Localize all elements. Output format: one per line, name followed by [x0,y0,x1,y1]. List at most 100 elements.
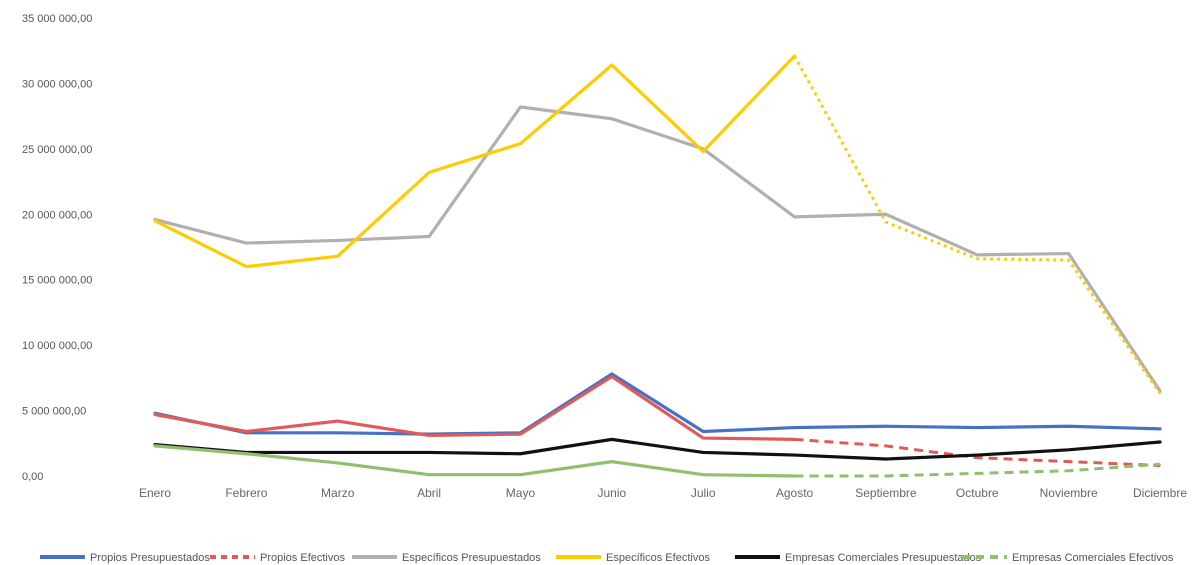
data-point [702,430,704,433]
y-tick-label: 30 000 000,00 [22,78,92,90]
series-line [153,372,1162,436]
data-point [336,420,339,422]
data-point [336,255,339,257]
series-4 [153,437,1162,461]
y-tick-label: 0,00 [22,471,43,483]
data-point [1067,460,1070,463]
data-point [336,451,339,454]
data-point [245,452,248,455]
legend-item: Propios Presupuestados [40,552,210,564]
data-point [519,106,522,108]
data-point [1159,392,1161,395]
data-point [611,64,613,66]
x-axis-ticks: Enero Febrero Marzo Abril Mayo Junio Julio Agos… [139,486,1187,500]
legend-label: Propios Presupuestados [90,552,210,564]
data-point [336,239,339,242]
data-point [519,473,522,476]
data-point [1067,449,1070,451]
x-tick-label: Febrero [225,486,267,500]
data-point [428,451,430,454]
series-2 [153,105,1162,393]
series-0 [153,372,1162,436]
data-point [976,456,979,459]
data-point [976,426,979,429]
data-point [885,445,887,447]
data-point [428,434,430,437]
data-point [245,265,248,268]
legend: Propios Presupuestados Propios Efectivos E… [40,552,1174,564]
data-point [976,454,979,456]
series-layer [153,54,1162,478]
data-point [611,460,613,463]
x-tick-label: Junio [597,486,626,500]
x-tick-label: Julio [691,486,716,500]
data-point [976,254,979,256]
data-point [428,235,430,238]
data-point [154,220,156,222]
data-point [336,462,339,464]
series-line [153,444,797,478]
x-tick-label: Octubre [956,486,999,500]
x-tick-label: Enero [139,486,171,500]
data-point [885,458,887,460]
data-point [976,472,979,475]
series-line-dashed [793,55,1162,395]
series-3 [153,54,1162,395]
data-point [793,216,796,218]
data-point [154,445,156,447]
data-point [702,150,704,153]
legend-item: Empresas Comerciales Efectivos [962,552,1174,564]
legend-label: Empresas Comerciales Efectivos [1012,552,1174,564]
x-tick-label: Abril [417,486,441,500]
y-tick-label: 15 000 000,00 [22,275,92,287]
data-point [1067,252,1070,255]
legend-label: Específicos Presupuestados [402,552,541,564]
series-line [153,54,797,269]
data-point [1159,428,1161,430]
legend-item: Propios Efectivos [210,552,345,564]
y-tick-label: 10 000 000,00 [22,340,92,352]
data-point [793,55,796,57]
data-point [611,117,613,120]
y-tick-label: 35 000 000,00 [22,13,92,25]
data-point [885,425,887,428]
y-tick-label: 20 000 000,00 [22,209,92,221]
data-point [1159,463,1161,466]
series-line-dashed [794,462,1161,478]
series-line [153,374,797,441]
legend-label: Específicos Efectivos [606,552,710,564]
legend-label: Empresas Comerciales Presupuestados [785,552,982,564]
data-point [336,432,339,434]
legend-item: Específicos Efectivos [556,552,710,564]
data-point [611,373,613,375]
series-5 [153,444,1161,478]
data-point [793,475,796,477]
y-tick-label: 5 000 000,00 [22,406,86,418]
series-1 [153,374,1161,468]
data-point [793,454,796,456]
legend-item: Específicos Presupuestados [352,552,541,564]
series-line-dashed [794,437,1161,468]
data-point [702,437,704,439]
y-axis-ticks: 0,00 5 000 000,00 10 000 000,00 15 000 000,… [22,13,92,483]
data-point [245,242,248,244]
data-point [885,213,887,216]
data-point [1067,425,1070,428]
data-point [1067,469,1070,472]
data-point [885,221,887,223]
data-point [519,142,522,145]
legend-item: Empresas Comerciales Presupuestados [735,552,982,564]
data-point [519,433,522,435]
data-point [611,438,613,441]
x-tick-label: Septiembre [855,486,917,500]
data-point [702,473,704,476]
x-tick-label: Mayo [506,486,536,500]
data-point [1067,259,1070,261]
data-point [611,375,613,378]
legend-label: Propios Efectivos [260,552,345,564]
data-point [885,475,887,477]
x-tick-label: Diciembre [1133,486,1187,500]
y-tick-label: 25 000 000,00 [22,144,92,156]
